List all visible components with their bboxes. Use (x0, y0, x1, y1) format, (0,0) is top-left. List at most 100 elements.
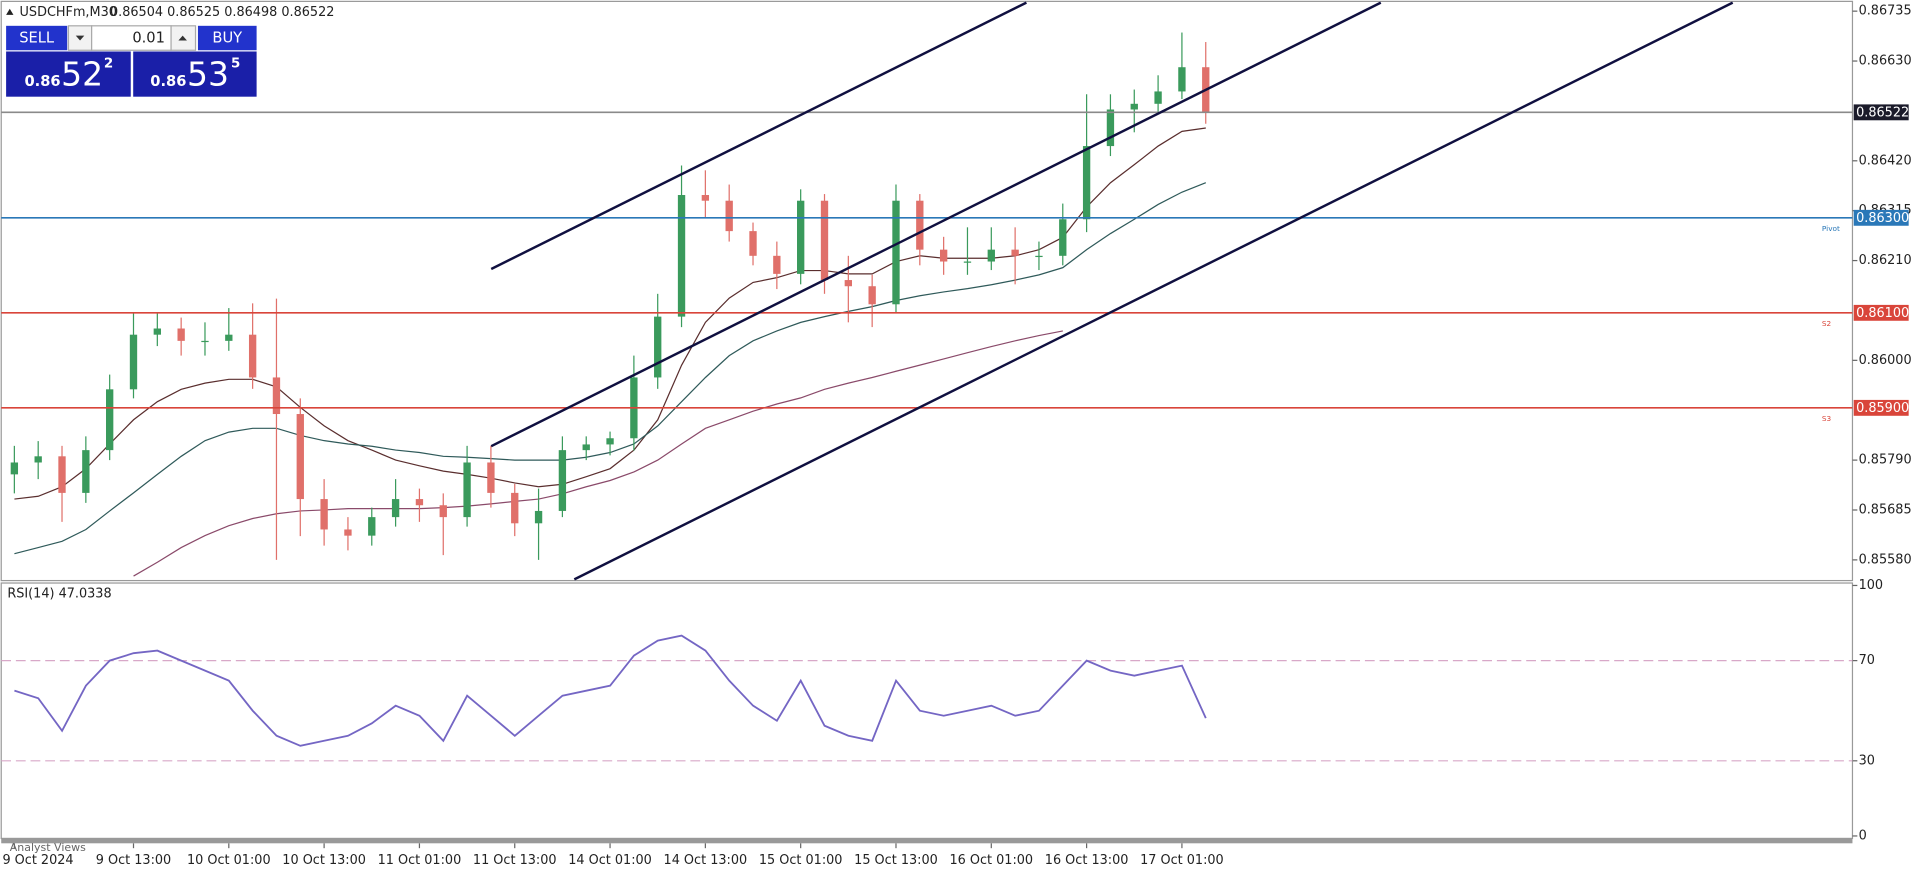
candle-body (511, 492, 519, 524)
candle-body (868, 286, 876, 305)
candle-body (1178, 67, 1186, 92)
level-box (1853, 304, 1909, 321)
analyst-tab[interactable]: Analyst Views (10, 841, 86, 854)
y-tick-label: 0.86000 (1859, 353, 1912, 368)
level-name: S3 (1822, 414, 1832, 423)
buy-label: BUY (212, 30, 242, 47)
level-name: Pivot (1822, 224, 1840, 233)
up-icon (178, 35, 187, 41)
x-tick-label: 16 Oct 01:00 (949, 853, 1033, 868)
x-tick-label: 15 Oct 01:00 (759, 853, 843, 868)
candle-body (272, 377, 281, 415)
channel-line (490, 1, 1382, 448)
rsi-title: RSI(14) 47.0338 (7, 587, 111, 602)
y-tick-label: 0.86630 (1859, 54, 1912, 69)
trade-panel: SELL 0.01 BUY 0.86 52 2 0.86 53 5 (6, 25, 257, 97)
channel-line (573, 1, 1734, 581)
channel (490, 1, 1734, 581)
ask-pips: 53 (187, 54, 229, 93)
candle-body (1035, 255, 1043, 258)
indicator-line (133, 330, 1063, 577)
collapse-icon[interactable] (6, 8, 14, 15)
candle-body (892, 200, 900, 305)
candle-body (368, 517, 376, 536)
candle-body (201, 340, 209, 343)
down-icon (75, 35, 85, 41)
plot-layer (1, 32, 1853, 762)
x-tick-label: 17 Oct 01:00 (1140, 853, 1224, 868)
ask-big: 0.86 (150, 73, 186, 90)
x-tick-label: 14 Oct 13:00 (664, 853, 748, 868)
y-tick-label: 0.86210 (1859, 253, 1912, 268)
candle-body (439, 505, 447, 518)
y-tick-label: 0.85790 (1859, 453, 1912, 468)
level-name: S2 (1822, 319, 1831, 328)
candle-body (344, 529, 352, 536)
candle-body (916, 200, 924, 250)
level-box (1853, 209, 1909, 226)
candle-body (1059, 219, 1067, 256)
ask-fraction: 5 (231, 57, 240, 72)
ask-box[interactable] (133, 51, 257, 97)
level-box (1853, 399, 1909, 416)
tab-bar (1, 838, 1853, 844)
candle-body (391, 499, 400, 518)
candle-body (558, 450, 567, 511)
candle-body (677, 195, 686, 317)
candle-body (987, 249, 995, 262)
candle-body (34, 456, 42, 463)
y-tick-label: 0.85580 (1859, 552, 1912, 567)
y-tick-label: 0.86735 (1859, 4, 1912, 19)
candle-body (749, 231, 757, 256)
candle-body (248, 334, 257, 378)
y-tick-label: 0.85685 (1859, 502, 1912, 517)
candle-body (1106, 109, 1115, 147)
symbol: USDCHFm,M30 (20, 5, 117, 20)
axes-layer: 0.867350.866300.864200.863150.862100.860… (2, 4, 1911, 868)
candle-body (463, 462, 471, 518)
candle-body (820, 200, 829, 281)
candle-body (177, 328, 185, 341)
indicator-line (14, 634, 1207, 747)
x-tick-label: 11 Oct 01:00 (378, 853, 462, 868)
ohlc: 0.86504 0.86525 0.86498 0.86522 (110, 5, 334, 20)
sell-button[interactable] (6, 25, 68, 51)
channel-line (490, 1, 1027, 271)
level-label: 0.86100 (1856, 306, 1909, 321)
candle-body (534, 510, 543, 524)
candle-body (1082, 146, 1091, 220)
candle-body (129, 334, 138, 390)
candle-body (1130, 103, 1138, 110)
level-label: 0.85900 (1856, 401, 1909, 416)
candle-body (487, 462, 495, 493)
y-tick-label: 0.86420 (1859, 153, 1912, 168)
sell-label: SELL (19, 30, 55, 47)
volume-value: 0.01 (132, 30, 165, 47)
candle-body (153, 328, 161, 335)
candle-body (296, 414, 304, 500)
candle-body (844, 280, 852, 287)
y-tick-label: 70 (1859, 653, 1875, 668)
x-tick-label: 16 Oct 13:00 (1045, 853, 1129, 868)
bid-box[interactable] (6, 51, 131, 97)
candle-body (1154, 91, 1162, 104)
candle-body (582, 444, 590, 451)
x-tick-label: 10 Oct 01:00 (187, 853, 271, 868)
indicator-line (14, 127, 1206, 500)
y-tick-label: 30 (1859, 753, 1875, 768)
candle-body (654, 316, 662, 378)
y-tick-label: 100 (1859, 578, 1884, 593)
x-tick-label: 10 Oct 13:00 (282, 853, 366, 868)
candle-body (415, 499, 424, 506)
x-tick-label: 11 Oct 13:00 (473, 853, 557, 868)
current-price-box (1853, 104, 1909, 121)
candle-body (963, 261, 972, 263)
candle-body (701, 195, 710, 201)
y-tick-label: 0 (1859, 828, 1867, 843)
buy-button[interactable] (197, 25, 257, 51)
current-price-label: 0.86522 (1856, 105, 1909, 120)
x-tick-label: 9 Oct 2024 (2, 853, 73, 868)
bid-big: 0.86 (24, 73, 60, 90)
candle-body (225, 334, 233, 341)
